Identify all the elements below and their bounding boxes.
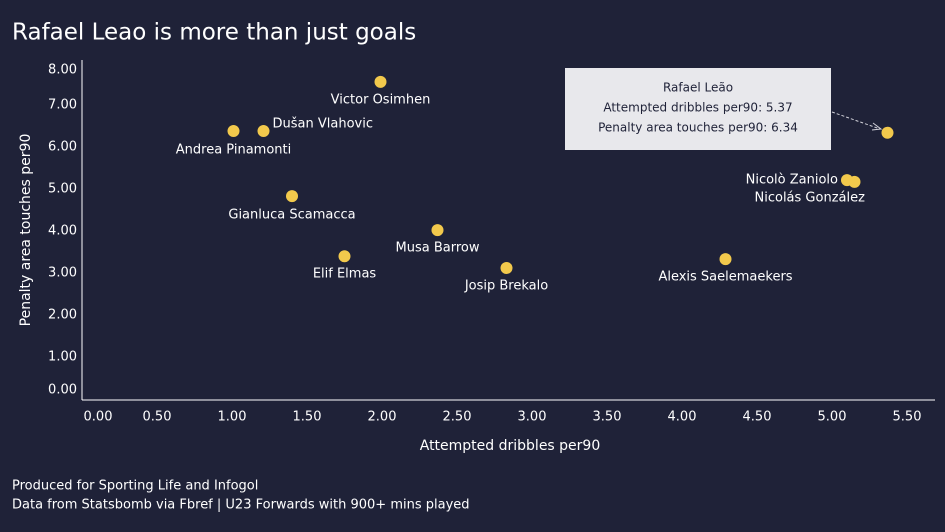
point-label: Gianluca Scamacca <box>228 208 355 223</box>
footnote: Produced for Sporting Life and Infogol <box>12 479 258 494</box>
x-tick-label: 4.50 <box>743 410 772 425</box>
chart-title: Rafael Leao is more than just goals <box>12 20 416 46</box>
point <box>848 175 861 188</box>
point <box>257 125 270 138</box>
y-tick-label: 4.00 <box>48 224 77 239</box>
y-tick-label: 1.00 <box>48 350 77 365</box>
annotation-box <box>565 68 831 150</box>
point <box>286 190 298 203</box>
y-tick-label: 7.00 <box>48 98 77 113</box>
point-label: Andrea Pinamonti <box>176 143 291 158</box>
point-label: Nicolás González <box>755 190 866 205</box>
point-label: Josip Brekalo <box>464 278 548 293</box>
point-label: Elif Elmas <box>313 267 377 282</box>
x-tick-label: 3.50 <box>593 410 622 425</box>
y-tick-label: 5.00 <box>48 182 77 197</box>
x-tick-label: 3.00 <box>518 410 547 425</box>
x-tick-label: 1.50 <box>293 410 322 425</box>
y-tick-label: 2.00 <box>48 308 77 323</box>
x-tick-label: 2.00 <box>368 410 397 425</box>
point <box>881 126 894 139</box>
x-tick-label: 1.00 <box>218 410 247 425</box>
y-tick-label: 8.00 <box>48 63 77 78</box>
footnote: Data from Statsbomb via Fbref | U23 Forw… <box>12 498 470 513</box>
annotation-text: Penalty area touches per90: 6.34 <box>598 121 798 135</box>
x-tick-label: 2.50 <box>443 410 472 425</box>
x-tick-label: 0.50 <box>143 410 172 425</box>
point <box>227 125 240 138</box>
y-tick-label: 3.00 <box>48 266 77 281</box>
point <box>338 250 351 263</box>
x-tick-label: 5.00 <box>818 410 847 425</box>
point-label: Dušan Vlahovic <box>273 117 373 132</box>
point-label: Victor Osimhen <box>331 92 431 107</box>
point-label: Nicolò Zaniolo <box>746 173 838 188</box>
point-label: Musa Barrow <box>396 241 480 256</box>
point <box>431 224 444 237</box>
x-axis-label: Attempted dribbles per90 <box>420 438 601 454</box>
point-label: Alexis Saelemaekers <box>658 270 792 285</box>
annotation-arrowhead <box>871 122 883 131</box>
annotation-text: Attempted dribbles per90: 5.37 <box>603 101 792 115</box>
x-tick-label: 5.50 <box>893 410 922 425</box>
y-tick-label: 0.00 <box>48 383 77 398</box>
annotation-text: Rafael Leão <box>663 81 733 95</box>
x-tick-label: 0.00 <box>84 410 113 425</box>
annotation-arrow <box>831 111 881 130</box>
point <box>719 253 732 266</box>
y-axis-label: Penalty area touches per90 <box>18 134 34 327</box>
point <box>374 75 387 88</box>
point <box>500 261 513 274</box>
x-tick-label: 4.00 <box>668 410 697 425</box>
y-tick-label: 6.00 <box>48 140 77 155</box>
